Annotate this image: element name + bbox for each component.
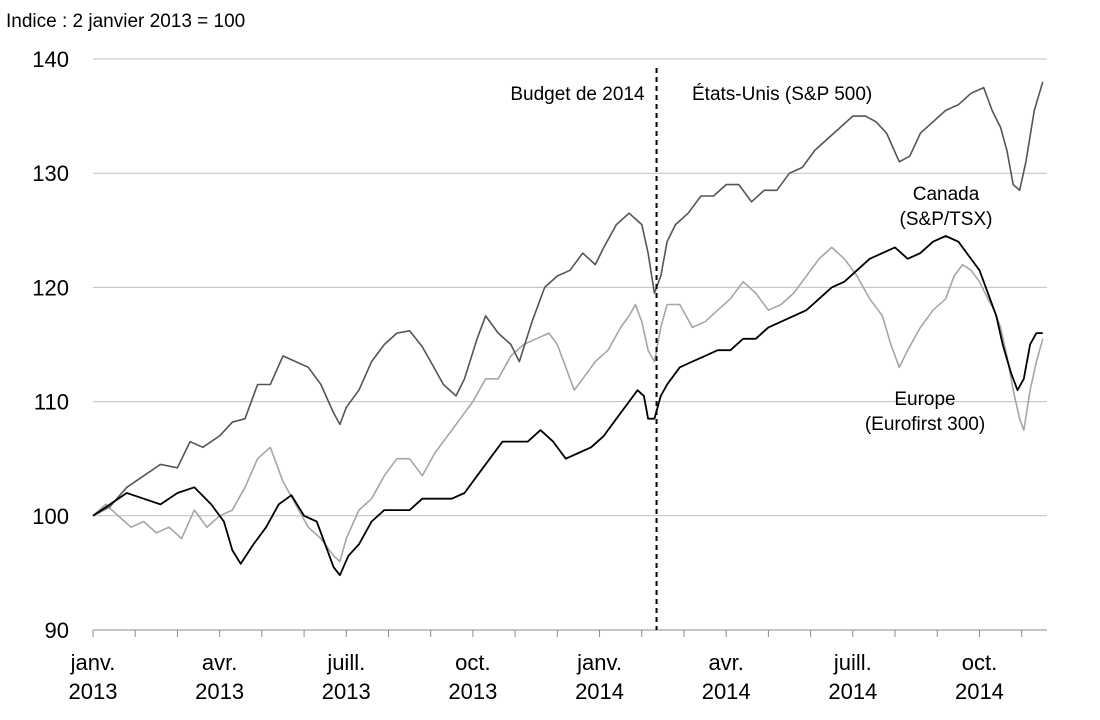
x-tick-label-year: 2013 <box>322 679 371 704</box>
y-tick-label: 140 <box>32 47 69 72</box>
budget-label: Budget de 2014 <box>510 84 645 105</box>
annotation-europe: (Eurofirst 300) <box>865 414 985 435</box>
x-tick-label-year: 2013 <box>195 679 244 704</box>
x-tick-label-month: oct. <box>962 650 997 675</box>
x-tick-label-year: 2014 <box>702 679 751 704</box>
y-tick-label: 110 <box>34 390 69 415</box>
x-tick-label-month: janv. <box>70 650 116 675</box>
x-tick-label-month: juill. <box>833 650 872 675</box>
series-line-us <box>92 81 1044 517</box>
y-tick-label: 120 <box>32 275 69 300</box>
series-lines <box>92 81 1044 577</box>
x-tick-label-year: 2014 <box>575 679 624 704</box>
annotation-canada: (S&P/TSX) <box>900 209 993 230</box>
series-annotations: États-Unis (S&P 500) Canada (S&P/TSX) Europ… <box>692 84 992 435</box>
chart-subtitle: Indice : 2 janvier 2013 = 100 <box>6 11 245 32</box>
annotation-canada: Canada <box>913 184 980 205</box>
x-tick-label-month: avr. <box>202 650 237 675</box>
x-tick-label-month: avr. <box>708 650 743 675</box>
x-tick-label-month: oct. <box>455 650 490 675</box>
x-axis-ticks: janv. 2013 avr. 2013 juill. 2013 oct. 2013 janv.… <box>69 650 1004 704</box>
x-tick-label-month: janv. <box>576 650 622 675</box>
x-tick-label-year: 2014 <box>955 679 1004 704</box>
y-tick-label: 100 <box>32 504 69 529</box>
y-axis-ticks: 90 100 110 120 130 140 <box>32 47 69 643</box>
annotation-europe: Europe <box>894 389 955 410</box>
grid <box>92 58 1047 637</box>
y-tick-label: 130 <box>32 161 69 186</box>
y-tick-label: 90 <box>45 618 69 643</box>
series-line-europe <box>92 246 1044 563</box>
annotation-us: États-Unis (S&P 500) <box>692 84 872 105</box>
budget-marker: Budget de 2014 <box>510 68 658 630</box>
x-tick-label-month: juill. <box>326 650 365 675</box>
x-tick-label-year: 2014 <box>828 679 877 704</box>
x-tick-label-year: 2013 <box>448 679 497 704</box>
series-line-canada <box>92 235 1043 577</box>
x-tick-label-year: 2013 <box>69 679 118 704</box>
